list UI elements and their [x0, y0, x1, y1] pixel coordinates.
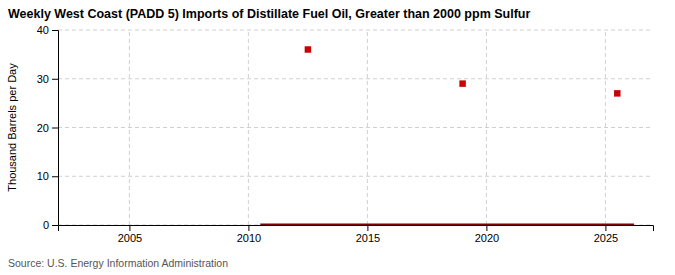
title: Weekly West Coast (PADD 5) Imports of Di…: [8, 7, 530, 21]
x-tick-mark: [605, 225, 606, 231]
grid-line-y: [58, 176, 653, 177]
y-tick-mark: [52, 176, 58, 177]
y-axis: 0 10 20 30 40: [37, 24, 59, 231]
grid-line-y: [58, 78, 653, 79]
y-tick-mark: [52, 128, 58, 129]
y-tick-mark: [52, 79, 58, 80]
y-tick-label: 20: [37, 122, 49, 134]
point: [614, 90, 620, 96]
y-tick-mark: [52, 30, 58, 31]
grid-line-y: [58, 30, 653, 31]
x-tick: 2015: [356, 225, 380, 244]
y-tick: 0: [43, 219, 58, 231]
x-tick: 2005: [118, 225, 142, 244]
x-tick-label: 2005: [118, 232, 142, 244]
x-tick: 2025: [594, 225, 618, 244]
x-axis: 2005 2010 2015 2020 2025: [59, 225, 654, 244]
point: [305, 46, 311, 52]
y-tick: 20: [37, 122, 58, 134]
x-tick-label: 2010: [237, 232, 261, 244]
x-tick-label: 2015: [356, 232, 380, 244]
point: [459, 80, 465, 86]
y-axis-title: Thousand Barrels per Day: [6, 63, 18, 192]
x-tick-label: 2025: [594, 232, 618, 244]
y-tick-label: 0: [43, 219, 49, 231]
x-tick: 2020: [475, 225, 499, 244]
y-tick-mark: [52, 225, 58, 226]
x-tick: 2010: [237, 225, 261, 244]
grid-line-y: [58, 127, 653, 128]
x-tick-mark: [129, 225, 130, 231]
y-tick-label: 30: [37, 73, 49, 85]
grid: [58, 30, 653, 225]
y-tick: 40: [37, 24, 58, 36]
y-tick-label: 40: [37, 24, 49, 36]
x-axis-line: [59, 226, 654, 232]
x-tick-label: 2020: [475, 232, 499, 244]
chart: 2005 2010 2015 2020 2025 0 10 20 30 40 Weekly West…: [0, 0, 675, 275]
annotation: Source: U.S. Energy Information Administ…: [8, 257, 228, 269]
y-axis-line: [52, 31, 59, 226]
x-tick-mark: [248, 225, 249, 231]
y-tick: 30: [37, 73, 58, 85]
y-tick-label: 10: [37, 170, 49, 182]
x-tick-mark: [367, 225, 368, 231]
plot-area: [260, 46, 634, 225]
y-tick: 10: [37, 170, 58, 182]
x-tick-mark: [486, 225, 487, 231]
line: [260, 224, 634, 226]
